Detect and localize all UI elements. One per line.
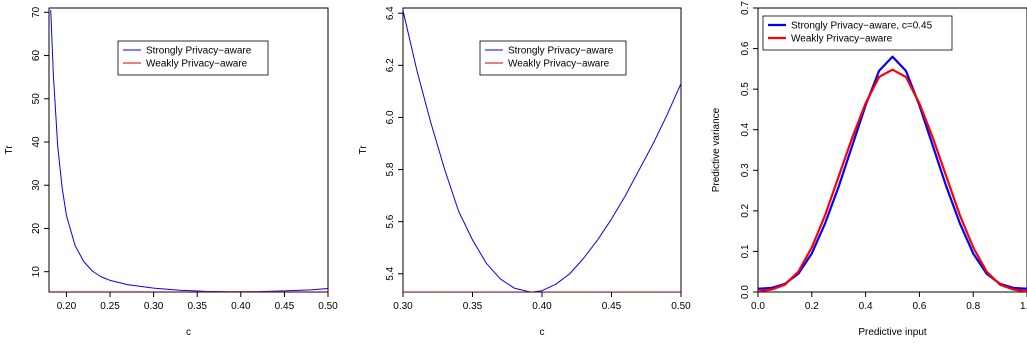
x-tick-label: 0.40 [231,301,251,312]
x-axis-label: c [540,327,545,338]
legend-label: Strongly Privacy−aware, c=0.45 [791,21,933,32]
legend: Strongly Privacy−aware Weakly Privacy−awa… [479,40,627,76]
legend-box [479,40,627,76]
x-tick-label: 0.25 [100,301,120,312]
y-tick-label: 0.4 [740,122,751,136]
legend: Strongly Privacy−aware, c=0.45 Weakly Pri… [762,15,953,51]
y-axis-label: Tr [4,145,15,155]
x-tick-label: 0.45 [602,301,622,312]
y-tick-label: 60 [31,50,42,62]
legend: Strongly Privacy−aware Weakly Privacy−awa… [117,40,269,76]
x-axis-label: Predictive input [858,327,927,338]
legend-label: Strongly Privacy−aware [146,46,252,57]
legend-label: Weakly Privacy−aware [791,34,893,45]
chart-panel-1: 0.20 0.25 0.30 0.35 0.40 0.45 0.50 10 20 30 40 50 60… [4,6,338,338]
y-tick-label: 30 [31,179,42,191]
y-tick-label: 0.2 [740,203,751,217]
legend-label: Weakly Privacy−aware [146,59,248,70]
plot-frame [757,7,1027,293]
x-tick-label: 0.30 [144,301,164,312]
y-tick-label: 6.2 [385,58,396,72]
x-tick-label: 0.35 [463,301,483,312]
x-tick-label: 0.20 [57,301,77,312]
y-tick-label: 0.0 [740,285,751,299]
x-tick-label: 0.8 [966,301,980,312]
x-tick-label: 1.0 [1020,301,1027,312]
y-tick-label: 5.6 [385,214,396,228]
y-tick-label: 20 [31,222,42,234]
x-tick-label: 0.4 [859,301,873,312]
x-tick-label: 0.0 [751,301,765,312]
x-tick-label: 0.2 [805,301,819,312]
y-tick-label: 5.4 [385,266,396,280]
y-tick-label: 5.8 [385,162,396,176]
legend-box [117,40,269,76]
x-tick-label: 0.45 [275,301,295,312]
y-tick-label: 6.4 [385,6,396,20]
y-tick-label: 0.7 [740,1,751,15]
chart-panel-3: 0.0 0.2 0.4 0.6 0.8 1.0 0.0 0.1 0.2 0.3 0.4 0.5 0.6 0… [711,1,1027,338]
y-tick-label: 0.1 [740,244,751,258]
y-tick-label: 0.5 [740,82,751,96]
x-tick-label: 0.50 [671,301,691,312]
chart-panel-2: 0.30 0.35 0.40 0.45 0.50 5.4 5.6 5.8 6.0 6.2 6.4 c T… [358,6,691,338]
y-tick-label: 0.3 [740,163,751,177]
series-line-strong [758,55,1027,290]
legend-label: Weakly Privacy−aware [508,59,610,70]
legend-box [762,15,953,51]
x-tick-label: 0.6 [912,301,926,312]
y-tick-label: 70 [31,6,42,18]
y-tick-label: 40 [31,136,42,148]
y-tick-label: 50 [31,93,42,105]
y-axis-label: Tr [358,145,369,155]
x-tick-label: 0.50 [318,301,338,312]
y-tick-label: 0.6 [740,41,751,55]
y-tick-label: 10 [31,266,42,278]
x-tick-label: 0.30 [393,301,413,312]
legend-label: Strongly Privacy−aware [508,46,614,57]
series-line-weak [758,68,1027,292]
x-tick-label: 0.40 [532,301,552,312]
y-tick-label: 6.0 [385,110,396,124]
x-tick-label: 0.35 [187,301,207,312]
y-axis-label: Predictive variance [711,107,722,192]
series-line-strong [403,10,681,292]
x-axis-label: c [186,327,191,338]
